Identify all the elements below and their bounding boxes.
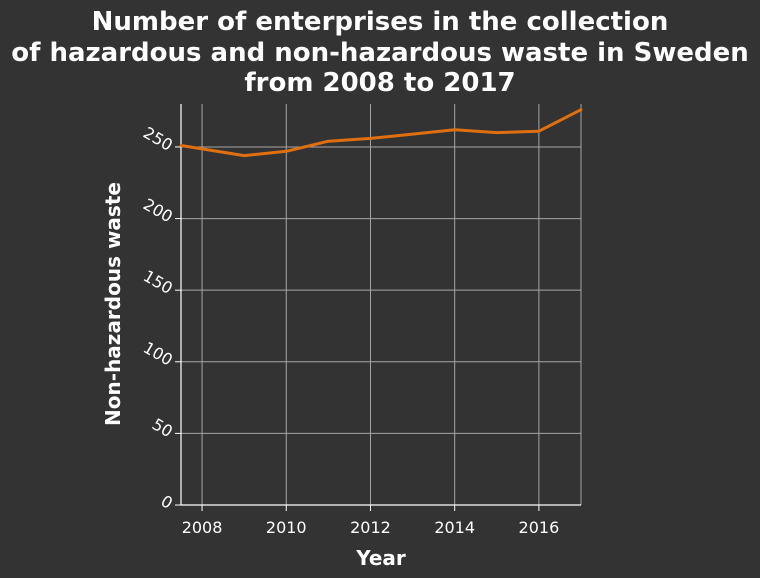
y-axis-label: Non-hazardous waste [101,182,125,426]
tick-labels: 2008 2010 2012 2014 2016 0 50 100 150 200 250 [140,123,559,537]
x-tick-label-2014: 2014 [434,518,475,537]
y-tick-label-100: 100 [140,338,176,370]
x-tick-label-2010: 2010 [266,518,307,537]
chart-title: Number of enterprises in the collection … [11,7,749,98]
x-tick-label-2012: 2012 [350,518,391,537]
grid-lines [181,104,582,505]
x-tick-label-2016: 2016 [519,518,560,537]
y-tick-label-200: 200 [140,195,176,227]
series-layer [179,108,583,158]
x-axis-label: Year [355,546,406,570]
y-tick-label-150: 150 [140,266,176,298]
y-tick-label-250: 250 [140,123,176,155]
series-line-0 [179,108,583,158]
axes [175,104,581,511]
x-tick-label-2008: 2008 [182,518,223,537]
chart-title-line-3: from 2008 to 2017 [244,68,515,98]
chart-title-line-2: of hazardous and non-hazardous waste in … [11,38,749,68]
y-tick-label-50: 50 [149,415,176,442]
y-tick-label-0: 0 [158,491,176,513]
chart-title-line-1: Number of enterprises in the collection [92,7,669,37]
